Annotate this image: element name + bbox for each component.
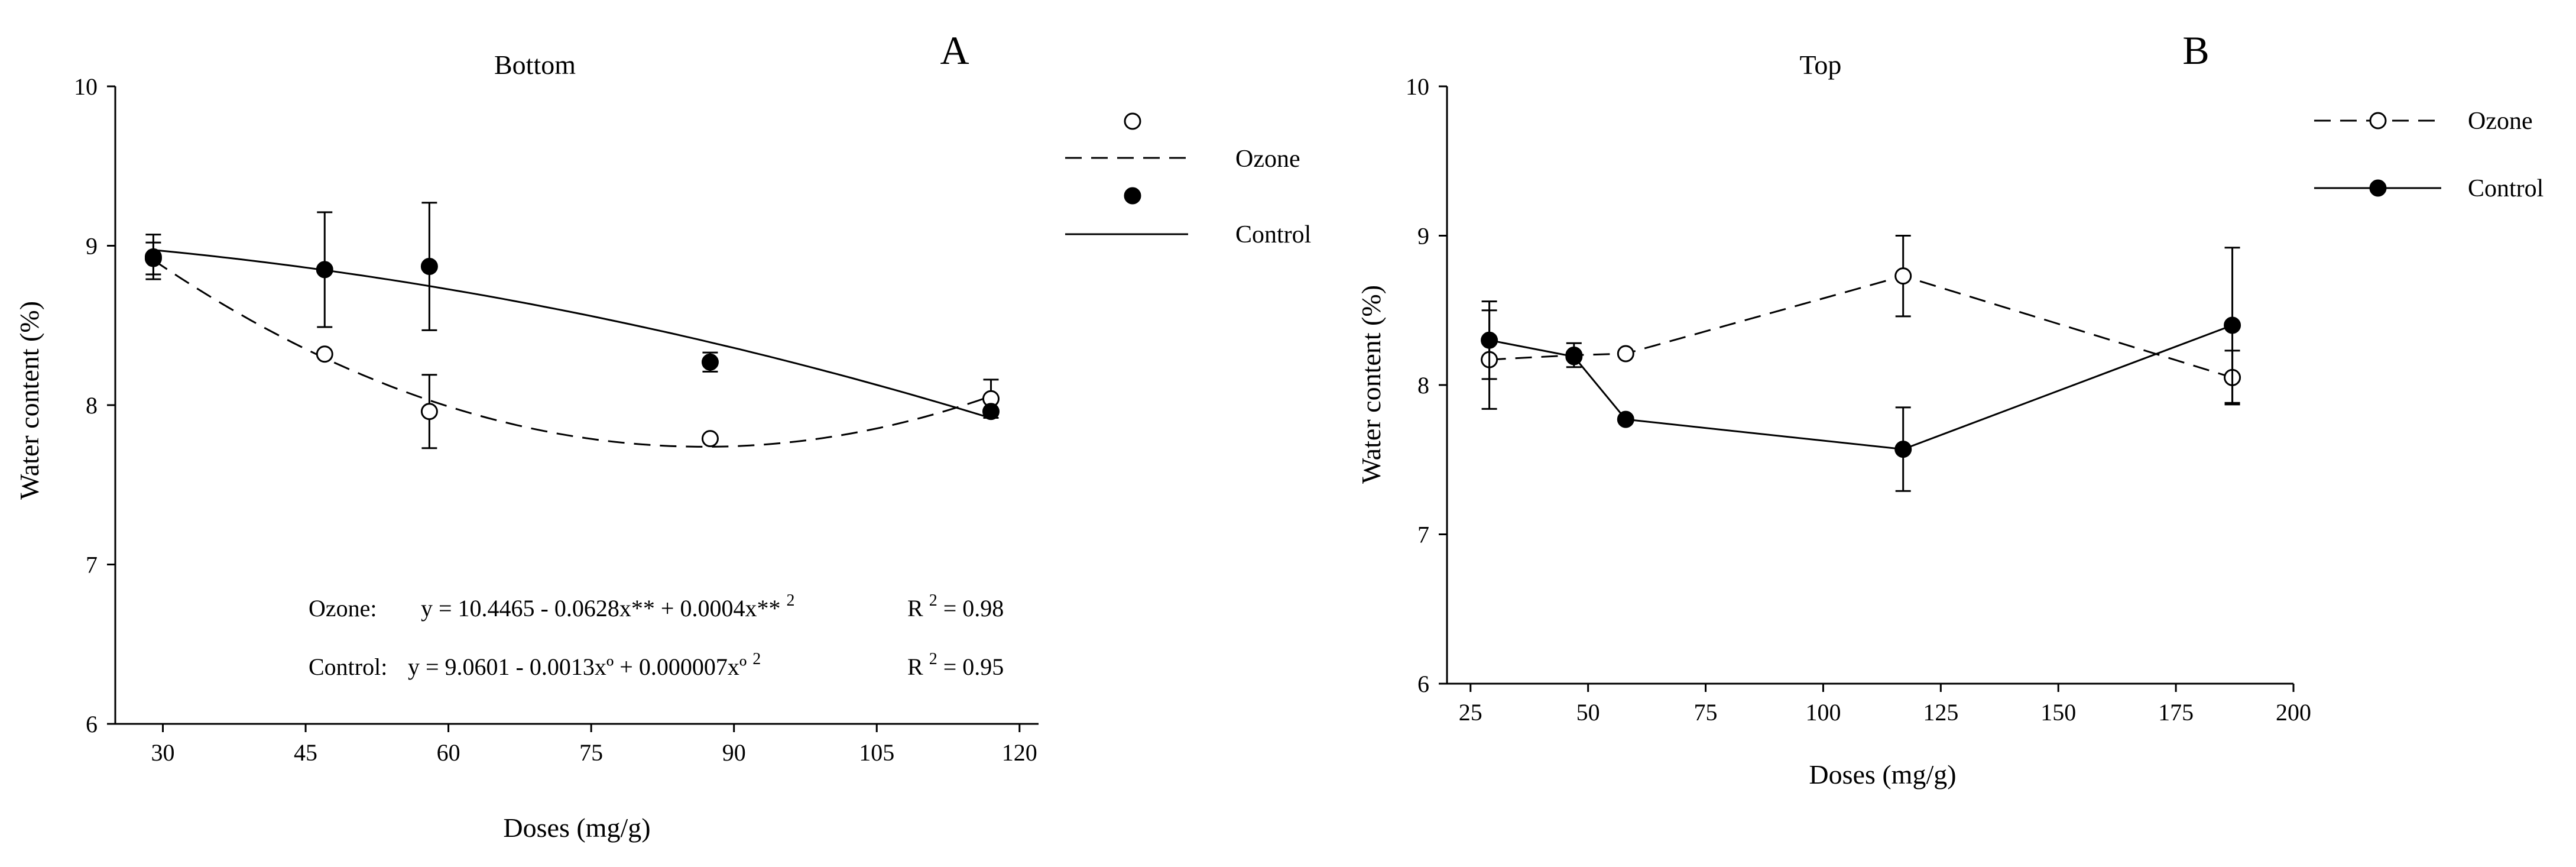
panel-b-ozone-point: [1617, 345, 1634, 363]
equation-control-r2-sup: 2: [929, 650, 937, 668]
panel-b-control-point: [1565, 348, 1583, 365]
equation-ozone-label: Ozone:: [309, 595, 377, 622]
equation-ozone-r2-value: = 0.98: [943, 595, 1004, 622]
panel-b-y-tick-label: 10: [1406, 73, 1429, 100]
panel-b-x-tick-label: 75: [1694, 699, 1718, 726]
panel-b-x-tick-label: 50: [1576, 699, 1600, 726]
panel-b-legend: Ozone Control: [2314, 108, 2543, 202]
panel-a-control-point: [420, 258, 438, 276]
panel-b-y-tick-label: 7: [1417, 522, 1429, 548]
panel-a-legend: Ozone Control: [1065, 112, 1311, 248]
panel-a-y-tick-label: 10: [74, 73, 98, 100]
panel-a-control-point: [144, 248, 162, 266]
panel-a-equations: Ozone: y = 10.4465 - 0.0628x** + 0.0004x…: [309, 584, 1004, 680]
panel-a-ozone-fit-curve: [153, 259, 991, 448]
panel-b-control-point: [1481, 331, 1498, 349]
panel-b-control-point: [2224, 316, 2241, 334]
panel-b-letter: B: [2182, 28, 2209, 73]
panel-b-legend-control-label: Control: [2468, 175, 2543, 202]
panel-b-x-axis-title: Doses (mg/g): [1809, 759, 1956, 790]
panel-a-legend-control-marker: [1124, 187, 1141, 205]
panel-b-legend-control-marker: [2369, 179, 2387, 197]
panel-b-x-tick-label: 25: [1459, 699, 1482, 726]
panel-a-control-fit-curve: [153, 249, 991, 419]
panel-a-letter: A: [940, 28, 969, 73]
panel-a-y-tick-label: 9: [86, 233, 98, 260]
panel-b-y-axis-title: Water content (%): [1356, 285, 1386, 484]
panel-a-x-tick-label: 75: [579, 739, 603, 766]
panel-b-legend-ozone-marker: [2369, 112, 2387, 130]
panel-a-x-tick-label: 45: [294, 739, 317, 766]
panel-a-x-axis-title: Doses (mg/g): [503, 813, 650, 843]
panel-b-legend-ozone-label: Ozone: [2468, 108, 2533, 135]
panel-a-y-tick-label: 6: [86, 711, 98, 737]
panel-a-ozone-point: [701, 430, 719, 448]
panel-b-title: Top: [1800, 50, 1842, 80]
equation-ozone: Ozone: y = 10.4465 - 0.0628x** + 0.0004x…: [309, 584, 1004, 622]
equation-control-sup: 2: [752, 650, 761, 668]
panel-a-y-tick-label: 7: [86, 552, 98, 578]
panel-b-ozone-point: [1894, 267, 1912, 285]
panel-a-legend-ozone-marker: [1124, 112, 1141, 130]
panel-a-legend-control-label: Control: [1235, 221, 1311, 248]
panel-b-x-tick-label: 175: [2158, 699, 2194, 726]
panel-b: Top B Doses (mg/g) Water content (%) 25 5…: [1356, 28, 2543, 790]
equation-control-expr: y = 9.0601 - 0.0013xº + 0.000007xº: [408, 654, 747, 680]
panel-a-control-point: [316, 261, 333, 279]
panel-a-ozone-point: [420, 403, 438, 420]
panel-b-x-tick-label: 150: [2040, 699, 2076, 726]
equation-ozone-r2-label: R: [907, 595, 923, 622]
panel-a-control-point: [982, 403, 1000, 420]
panel-a-title: Bottom: [494, 50, 576, 80]
panel-a-x-tick-label: 105: [859, 739, 894, 766]
panel-b-x-tick-label: 200: [2276, 699, 2311, 726]
equation-control-r2-label: R: [907, 654, 923, 680]
panel-a-y-tick-label: 8: [86, 392, 98, 419]
equation-ozone-sup: 2: [786, 591, 794, 610]
panel-b-x-tick-label: 100: [1805, 699, 1841, 726]
equation-ozone-expr: y = 10.4465 - 0.0628x** + 0.0004x**: [421, 595, 780, 622]
panel-a-legend-ozone-label: Ozone: [1235, 145, 1300, 173]
panel-a-ozone-point: [316, 345, 333, 363]
panel-b-x-tick-label: 125: [1923, 699, 1958, 726]
panel-b-ozone-series-line: [1489, 275, 2233, 378]
panel-a-x-tick-label: 90: [722, 739, 746, 766]
panel-a-x-tick-label: 30: [151, 739, 175, 766]
equation-control-label: Control:: [309, 654, 387, 680]
panel-b-y-tick-label: 8: [1417, 372, 1429, 399]
panel-a-x-tick-label: 120: [1002, 739, 1037, 766]
panel-a-x-tick-label: 60: [437, 739, 460, 766]
panel-a: Bottom A Doses (mg/g) Water content (%) …: [14, 28, 1311, 843]
panel-b-y-tick-label: 9: [1417, 223, 1429, 250]
panel-b-control-point: [1894, 441, 1912, 458]
equation-ozone-r2-sup: 2: [929, 591, 937, 610]
panel-b-control-point: [1617, 410, 1634, 428]
equation-control: Control: y = 9.0601 - 0.0013xº + 0.00000…: [309, 643, 1004, 680]
panel-a-control-point: [701, 353, 719, 371]
panel-b-y-tick-label: 6: [1417, 671, 1429, 697]
panel-a-y-axis-title: Water content (%): [14, 301, 44, 500]
equation-control-r2-value: = 0.95: [943, 654, 1004, 680]
